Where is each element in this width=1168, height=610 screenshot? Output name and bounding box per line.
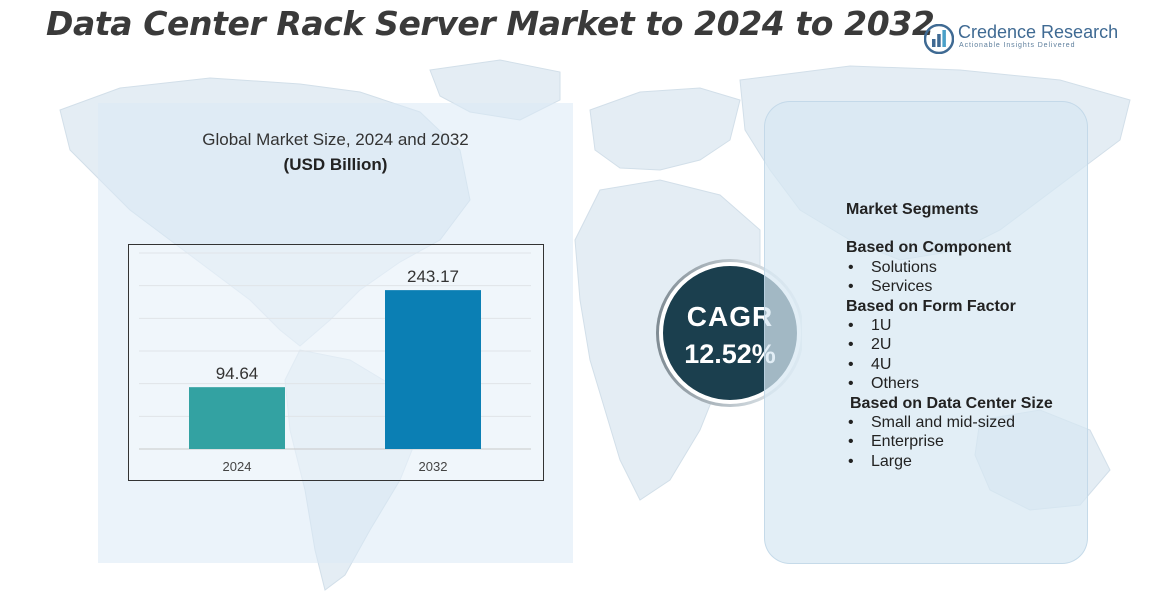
segment-item-label: Solutions xyxy=(871,258,937,276)
bullet-icon: • xyxy=(848,375,854,393)
segment-item-label: Large xyxy=(871,452,912,470)
segment-item-label: Small and mid-sized xyxy=(871,413,1016,431)
bar-chart-plot: 94.64 2024 243.17 2032 xyxy=(139,252,531,474)
x-tick-label-2032: 2032 xyxy=(419,459,448,474)
market-size-panel xyxy=(98,103,573,563)
page-title: Data Center Rack Server Market to 2024 t… xyxy=(46,4,935,43)
europe-shape xyxy=(589,87,741,171)
bullet-icon: • xyxy=(848,433,854,451)
brand-tagline: Actionable Insights Delivered xyxy=(959,42,1076,49)
x-tick-label-2024: 2024 xyxy=(223,459,252,474)
bullet-icon: • xyxy=(848,413,854,431)
brand-logo: Credence Research Actionable Insights De… xyxy=(924,20,1124,60)
chart-unit: (USD Billion) xyxy=(283,155,388,174)
bar-2024 xyxy=(189,387,285,449)
brand-name: Credence Research xyxy=(958,22,1119,42)
market-segments-list: Market Segments Based on Component • Solut… xyxy=(846,200,1086,471)
segment-item-label: Services xyxy=(871,278,933,296)
cagr-label: CAGR xyxy=(686,301,774,332)
bullet-icon: • xyxy=(848,258,854,276)
segment-item-label: 2U xyxy=(871,336,892,354)
segment-group-title: Based on Data Center Size xyxy=(850,394,1053,412)
bullet-icon: • xyxy=(848,355,854,373)
bar-chart: 94.64 2024 243.17 2032 xyxy=(128,244,544,481)
bullet-icon: • xyxy=(848,316,854,334)
segment-item: • Solutions xyxy=(846,258,1086,277)
segment-item: • Enterprise xyxy=(846,432,1086,451)
segment-item: • 1U xyxy=(846,316,1086,335)
segment-item-label: Enterprise xyxy=(871,433,944,451)
segment-item-label: 4U xyxy=(871,355,892,373)
segment-group-title: Based on Form Factor xyxy=(846,297,1016,315)
bullet-icon: • xyxy=(848,278,854,296)
cagr-value: 12.52% xyxy=(684,339,776,369)
bullet-icon: • xyxy=(848,336,854,354)
segment-item: • Large xyxy=(846,452,1086,471)
segment-group-title: Based on Component xyxy=(846,239,1012,257)
data-label-2032: 243.17 xyxy=(407,267,459,286)
segment-item: • 4U xyxy=(846,355,1086,374)
segments-heading: Market Segments xyxy=(846,201,979,218)
segment-item-label: 1U xyxy=(871,316,892,334)
segment-item: • 2U xyxy=(846,335,1086,354)
segment-item: • Others xyxy=(846,374,1086,393)
bullet-icon: • xyxy=(848,452,854,470)
data-label-2024: 94.64 xyxy=(216,364,259,383)
segment-item: • Small and mid-sized xyxy=(846,413,1086,432)
bar-2032 xyxy=(385,290,481,449)
segment-item-label: Others xyxy=(871,375,920,393)
segment-item: • Services xyxy=(846,277,1086,296)
chart-title: Global Market Size, 2024 and 2032 xyxy=(202,130,469,149)
market-segments-panel xyxy=(764,101,1088,564)
bar-chart-logo-icon xyxy=(924,24,954,54)
segments-spacer xyxy=(846,219,1086,238)
